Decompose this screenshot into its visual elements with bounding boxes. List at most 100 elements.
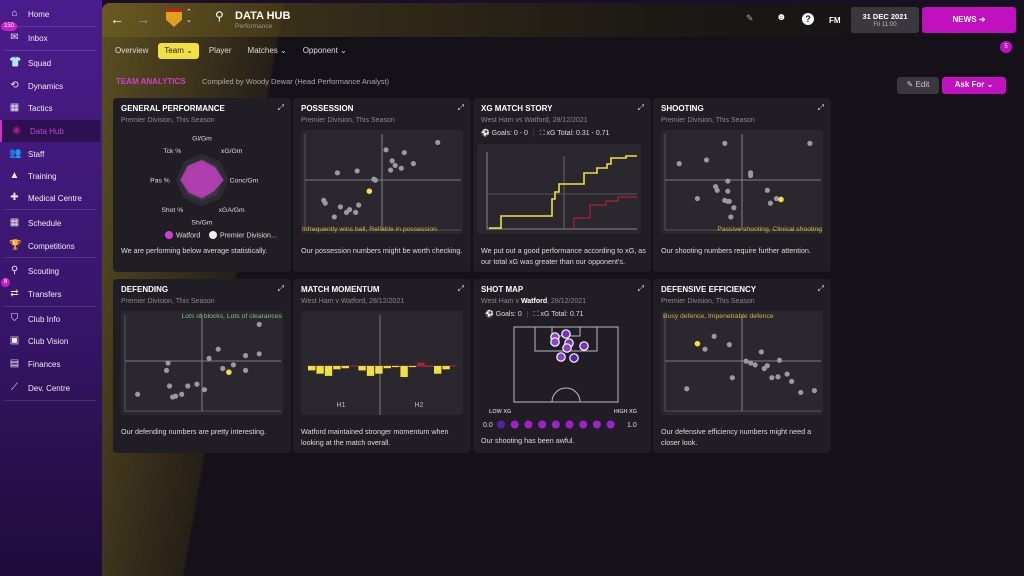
card-subtitle: Premier Division, This Season [661,117,755,124]
momentum-bar [324,366,333,376]
sidebar-item-label: Training [28,171,57,181]
team-point [401,149,407,156]
help-icon[interactable]: ? [802,13,814,25]
compiled-by: Compiled by Woody Dewar (Head Performanc… [202,77,390,86]
team-point [798,389,804,396]
team-point [743,358,749,364]
expand-icon[interactable]: ⤢ [457,103,464,112]
scale-max: 1.0 [627,422,637,429]
sidebar-item-schedule[interactable]: ▦ Schedule [0,212,100,234]
news-button[interactable]: NEWS ➜ [922,7,1016,33]
tab-overview[interactable]: Overview [115,46,149,55]
expand-icon[interactable]: ⤢ [817,103,824,112]
h1-label: H1 [337,402,346,409]
card-subtitle: Premier Division, This Season [121,117,215,124]
momentum-bar [383,366,391,369]
expand-icon[interactable]: ⤢ [277,103,284,112]
expand-icon[interactable]: ⤢ [637,284,644,293]
dynamics-icon: ⟲ [10,80,19,91]
sidebar-item-transfers[interactable]: ⇄ Transfers 8 [0,278,100,305]
momentum-chart: H1 H2 [301,311,463,415]
divider: | [532,130,535,137]
sidebar-item-competitions[interactable]: 🏆 Competitions [0,235,100,257]
forward-button[interactable]: → [136,11,150,27]
quadrant-label: Lots of blocks, Lots of clearances [181,313,283,320]
team-point [725,188,731,194]
sidebar-item-inbox[interactable]: ✉ Inbox 150 [0,22,100,49]
search-icon[interactable]: ⚲ [215,9,224,23]
shot-marker [550,337,560,347]
training-icon: ▲ [9,170,20,181]
card-possession: POSSESSION Premier Division, This Season ⤢… [293,98,471,272]
sidebar-item-staff[interactable]: 👥 Staff [0,143,100,165]
team-point [725,178,731,184]
ask-for-button[interactable]: Ask For ⌄ [942,77,1006,94]
card-subtitle: West Ham vs Watford, 28/12/2021 [481,117,588,124]
team-point [194,381,200,387]
card-description: We are performing below average statisti… [121,246,268,255]
card-xg: XG MATCH STORY West Ham vs Watford, 28/12… [473,98,651,272]
goal-icon: ⛶ [533,311,541,318]
sidebar-item-label: Inbox [28,33,48,43]
edit-icon[interactable]: ✎ [746,13,754,23]
fm-menu-button[interactable]: FM [829,16,841,25]
sidebar-item-squad[interactable]: 👕 Squad [0,52,100,74]
tab-opponent[interactable]: Opponent ⌄ [302,46,347,55]
card-shooting: SHOOTING Premier Division, This Season ⤢ Ou… [653,98,831,272]
sidebar-item-data-hub[interactable]: ◉ Data Hub [0,120,100,142]
tab-player[interactable]: Player [208,46,232,55]
expand-icon[interactable]: ⤢ [457,284,464,293]
team-point [811,388,818,394]
subtitle-part: Watford [520,298,548,305]
momentum-bar [358,366,366,371]
team-point [728,214,734,220]
radar-axis-label: Sh/Gm [191,220,212,227]
xg-step-chart [477,144,641,234]
team-point [383,147,389,153]
team-point [343,209,350,215]
sidebar-item-home[interactable]: ⌂ Home [0,3,100,25]
momentum-bar [350,365,358,367]
sidebar-item-finances[interactable]: ▤ Finances [0,353,100,375]
expand-icon[interactable]: ⤢ [637,103,644,112]
sidebar-item-training[interactable]: ▲ Training [0,165,100,187]
back-button[interactable]: ← [110,11,124,27]
team-point [711,333,717,339]
sidebar-item-tactics[interactable]: ▦ Tactics [0,97,100,119]
club-crest-icon[interactable] [166,9,182,27]
tactics-icon: ▦ [9,102,20,113]
trophy-icon: 🏆 [9,240,22,251]
arrow-circle-icon: ➜ [978,15,986,24]
expand-icon[interactable]: ⤢ [277,284,284,293]
calendar-icon: ▦ [9,217,20,228]
sidebar-item-label: Data Hub [30,126,64,136]
date-text: 31 DEC 2021 [862,12,908,21]
sidebar-item-scouting[interactable]: ⚲ Scouting [0,260,100,282]
sidebar-item-label: Tactics [28,103,53,113]
tab-team[interactable]: Team ⌄ [158,43,199,59]
transfers-icon: ⇄ [10,288,19,299]
divider: | [526,311,529,318]
sidebar-item-medical-centre[interactable]: ✚ Medical Centre [0,187,100,209]
team-point [784,371,790,377]
sidebar-item-dynamics[interactable]: ⟲ Dynamics [0,75,100,97]
team-point [322,200,328,206]
xg-scale-marker [551,420,560,429]
club-switch-icon[interactable]: ⌃ ⌄ [186,9,192,24]
momentum-bar [375,366,383,374]
match-summary: ⚽ Goals: 0 - 0 | ⛶ xG Total: 0.31 - 0.71 [481,129,609,138]
sidebar-item-club-info[interactable]: ⛉ Club Info [0,308,100,330]
expand-icon[interactable]: ⤢ [817,284,824,293]
tab-matches[interactable]: Matches ⌄ [247,46,287,55]
sidebar-item-club-vision[interactable]: ▣ Club Vision [0,330,100,352]
team-point [135,391,141,397]
sidebar-item-dev-centre[interactable]: ⟋ Dev. Centre [0,377,100,399]
edit-button[interactable]: ✎ Edit [897,77,939,94]
ball-icon: ⚽ [481,130,492,137]
scatter-plot: Busy defence, Impenetrable defence [661,311,823,415]
legend-watford: Watford [176,233,200,240]
notifications-icon[interactable]: 5 [1000,41,1012,53]
team-point [807,140,813,146]
fm-assistant-icon[interactable]: ☻ [776,12,787,23]
date-button[interactable]: 31 DEC 2021 Fri 11:00 [851,7,919,33]
